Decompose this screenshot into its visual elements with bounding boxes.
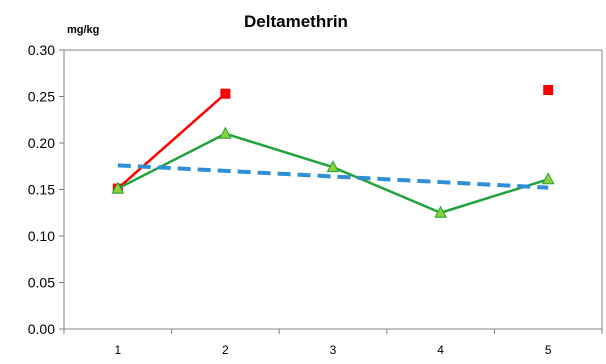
series-1-line [116,92,227,190]
x-tick-label: 5 [545,343,552,357]
triangle-marker [434,205,447,218]
y-tick-label: 0.05 [28,275,55,291]
series-4-line [117,163,549,190]
x-tick-label: 3 [330,343,337,357]
x-tick-label: 4 [437,343,444,357]
unit-label: mg/kg [67,24,99,36]
triangle-marker [541,172,555,185]
x-tick-label: 2 [222,343,229,357]
series-group [111,84,555,218]
y-tick-label: 0.20 [28,135,55,151]
square-marker [543,84,554,95]
triangle-marker [111,181,125,194]
x-tick-label: 1 [114,343,121,357]
y-tick-label: 0.00 [28,321,55,337]
axes: 0.00 0.05 0.10 0.15 0.20 0.25 0.30 1 2 3 4 5 [28,42,603,357]
triangle-marker [219,126,232,139]
series-3 [111,126,555,218]
series-4 [117,163,549,190]
triangle-marker [326,160,340,173]
plot-area-border [63,49,603,330]
series-3-line [117,132,549,214]
series-2 [543,84,554,95]
square-marker [220,88,231,99]
y-tick-label: 0.30 [28,42,55,58]
chart-title: Deltamethrin [244,12,348,31]
y-tick-label: 0.25 [28,89,55,105]
y-tick-label: 0.10 [28,228,55,244]
y-tick-label: 0.15 [28,182,55,198]
